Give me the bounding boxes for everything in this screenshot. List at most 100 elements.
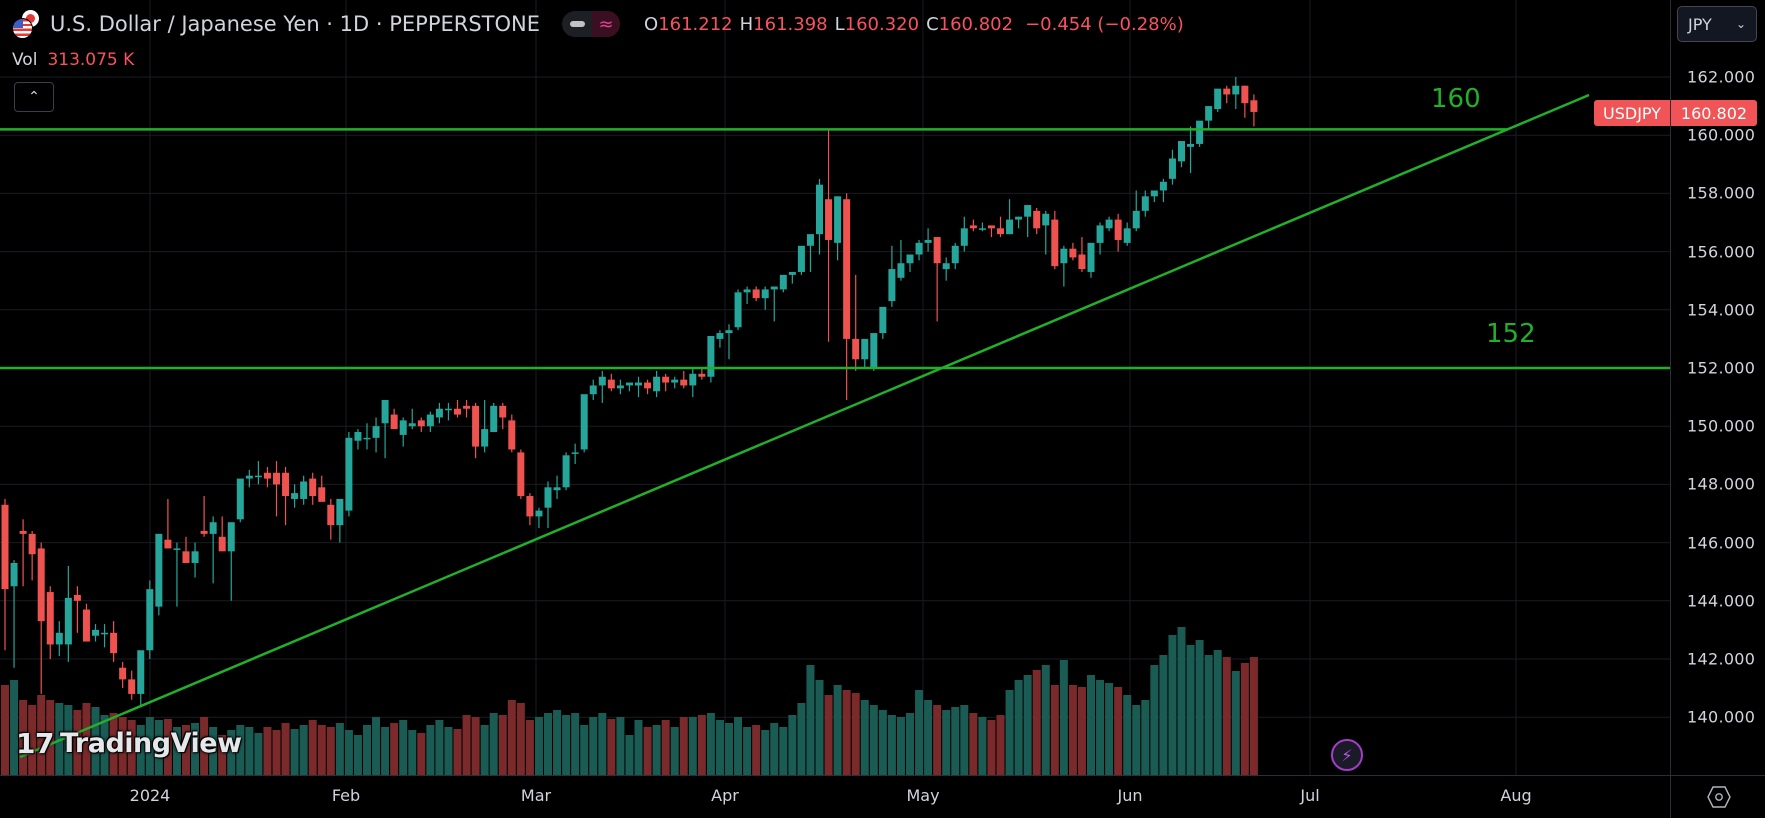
high-value: 161.398 [753, 13, 828, 35]
candle [987, 225, 995, 229]
candle [218, 536, 226, 552]
volume-bar [1213, 650, 1222, 775]
volume-label[interactable]: Vol [12, 50, 38, 70]
candle [1042, 213, 1050, 226]
collapse-legend-button[interactable]: ⌃ [14, 82, 54, 112]
candle [698, 373, 706, 377]
approx-icon[interactable]: ≈ [592, 11, 621, 37]
volume-bar [317, 725, 326, 775]
volume-bar [91, 707, 100, 775]
candle [680, 379, 688, 386]
close-value: 160.802 [938, 13, 1014, 35]
level-152-label[interactable]: 152 [1486, 319, 1536, 349]
candle [806, 234, 814, 246]
volume-bar [580, 725, 589, 775]
ohlc-values: O161.212 H161.398 L160.320 C160.802 [644, 14, 1013, 35]
chart-pane[interactable]: U.S. Dollar / Japanese Yen · 1D · PEPPER… [0, 0, 1670, 775]
volume-bar [562, 715, 571, 775]
volume-bar [607, 719, 616, 775]
candle [1132, 210, 1140, 229]
indicator-toggle-pill[interactable]: ≈ [562, 11, 621, 37]
candle [110, 632, 118, 654]
volume-bar [779, 727, 788, 775]
candle [1114, 219, 1122, 240]
volume-bar [534, 717, 543, 775]
candle [435, 408, 443, 418]
volume-bar [236, 725, 245, 775]
volume-bar [507, 700, 516, 775]
volume-bar [308, 720, 317, 775]
candle [345, 437, 353, 511]
candle [1250, 100, 1258, 112]
candle [354, 432, 362, 441]
volume-bar [64, 705, 73, 775]
symbol-title[interactable]: U.S. Dollar / Japanese Yen · 1D · PEPPER… [50, 12, 541, 36]
volume-bar [118, 717, 127, 775]
candle [1069, 248, 1077, 258]
volume-bar [408, 730, 417, 775]
candle [517, 452, 525, 497]
volume-bar [1204, 655, 1213, 775]
time-tick-label: Aug [1500, 786, 1532, 805]
volume-bar [851, 693, 860, 775]
volume-bar [435, 720, 444, 775]
candle [327, 504, 335, 526]
candle [879, 306, 887, 334]
price-tick-label: 150.000 [1687, 416, 1756, 436]
volume-bar [46, 700, 55, 775]
candlestick-chart[interactable] [0, 0, 1670, 775]
candle [1024, 205, 1032, 217]
volume-bar [82, 703, 91, 775]
volume-bar [172, 727, 181, 775]
candle [1178, 141, 1185, 162]
candle [472, 405, 480, 447]
volume-bar [453, 729, 462, 775]
tradingview-logo[interactable]: 17 TradingView [16, 727, 242, 760]
volume-bar [715, 720, 724, 775]
uptrend-line[interactable] [19, 93, 1590, 759]
currency-dropdown[interactable]: JPY ⌄ [1677, 6, 1757, 42]
volume-bar [688, 717, 697, 775]
volume-bar [571, 713, 580, 775]
candle [408, 423, 416, 427]
candle [942, 263, 950, 270]
price-tick-label: 156.000 [1687, 242, 1756, 262]
candle [155, 533, 163, 607]
volume-bar [896, 717, 905, 775]
volume-bar [598, 713, 607, 775]
chart-settings-button[interactable] [1670, 775, 1765, 818]
volume-bar [281, 723, 290, 775]
volume-bar [1249, 657, 1258, 775]
time-tick-label: Mar [520, 786, 552, 805]
last-price-badge: 160.802 [1671, 100, 1757, 126]
volume-bar [1041, 665, 1050, 775]
settings-hexagon-icon [1706, 786, 1731, 808]
candle [752, 289, 760, 299]
candle [526, 496, 534, 517]
volume-bar [218, 735, 227, 775]
volume-bar [390, 723, 399, 775]
candle [200, 530, 208, 534]
volume-bar [1240, 663, 1249, 775]
candle [834, 196, 842, 243]
volume-bar [1, 685, 9, 775]
volume-bar [200, 717, 209, 775]
volume-bar [761, 730, 770, 775]
candle [28, 533, 36, 555]
volume-bar [28, 705, 37, 775]
candle [951, 245, 959, 264]
price-axis[interactable]: 162.000 160.000 158.000 156.000 154.000 152.0… [1670, 0, 1765, 775]
minus-icon[interactable] [562, 11, 592, 37]
volume-bar [652, 725, 661, 775]
candle [870, 333, 878, 368]
volume-bar [182, 725, 190, 775]
symbol-legend: U.S. Dollar / Japanese Yen · 1D · PEPPER… [12, 10, 1184, 39]
time-axis[interactable]: 2024 Feb Mar Apr May Jun Jul Aug [0, 775, 1670, 818]
volume-bar [625, 735, 634, 775]
candle [399, 420, 407, 435]
level-160-label[interactable]: 160 [1431, 84, 1481, 114]
lightning-icon[interactable]: ⚡ [1331, 739, 1363, 771]
candle [589, 385, 597, 395]
candle [1033, 210, 1041, 229]
volume-bar [969, 713, 978, 775]
